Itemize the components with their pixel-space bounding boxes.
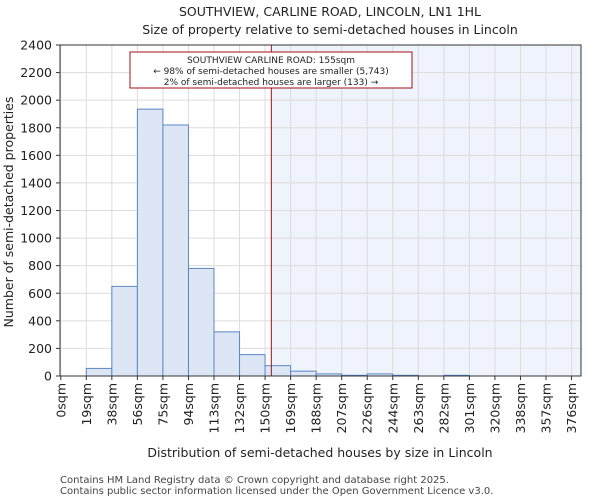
y-tick-label: 1000 — [20, 231, 52, 246]
bar-56sqm — [136, 108, 164, 377]
bar-113sqm — [213, 331, 241, 377]
y-tick-label: 2200 — [20, 65, 52, 80]
x-tick-label: 301sqm — [462, 383, 477, 433]
x-tick-label: 244sqm — [385, 383, 400, 433]
x-tick-label: 207sqm — [334, 383, 349, 433]
x-axis-label: Distribution of semi-detached houses by … — [147, 445, 492, 460]
y-tick-label: 1400 — [20, 175, 52, 190]
bar-38sqm — [111, 285, 138, 377]
x-tick-label: 169sqm — [283, 383, 298, 433]
x-tick-label: 56sqm — [130, 383, 145, 426]
x-tick-label: 357sqm — [539, 383, 554, 433]
y-tick-label: 1200 — [20, 203, 52, 218]
y-tick-label: 2000 — [20, 93, 52, 108]
y-tick-label: 400 — [28, 313, 52, 328]
bar-132sqm — [239, 354, 266, 377]
y-tick-label: 1600 — [20, 148, 52, 163]
footer-line-2: Contains public sector information licen… — [60, 486, 493, 497]
y-tick-label: 2400 — [20, 38, 52, 53]
x-tick-label: 282sqm — [436, 383, 451, 433]
x-tick-label: 376sqm — [564, 383, 579, 433]
y-axis-label: Number of semi-detached properties — [1, 97, 16, 328]
chart-subtitle: Size of property relative to semi-detach… — [142, 22, 518, 37]
y-tick-label: 800 — [28, 258, 52, 273]
x-tick-label: 38sqm — [104, 383, 119, 426]
annotation-line-2: ← 98% of semi-detached houses are smalle… — [153, 67, 389, 77]
footer-line-1: Contains HM Land Registry data © Crown c… — [60, 475, 449, 486]
x-tick-label: 320sqm — [487, 383, 502, 433]
x-tick-label: 150sqm — [258, 383, 273, 433]
bar-150sqm — [264, 365, 292, 377]
x-tick-label: 132sqm — [232, 383, 247, 433]
x-tick-label: 113sqm — [207, 383, 222, 433]
bar-94sqm — [187, 267, 215, 377]
bar-19sqm — [85, 367, 113, 377]
bar-75sqm — [162, 124, 189, 377]
y-tick-label: 200 — [28, 341, 52, 356]
x-tick-label: 338sqm — [513, 383, 528, 433]
x-tick-label: 94sqm — [181, 383, 196, 426]
annotation-box: SOUTHVIEW CARLINE ROAD: 155sqm ← 98% of … — [129, 51, 413, 89]
x-tick-label: 226sqm — [360, 383, 375, 433]
annotation-frame — [129, 51, 413, 89]
y-tick-label: 600 — [28, 286, 52, 301]
chart-title: SOUTHVIEW, CARLINE ROAD, LINCOLN, LN1 1H… — [179, 4, 481, 19]
x-tick-label: 0sqm — [53, 383, 68, 418]
y-tick-label: 1800 — [20, 120, 52, 135]
bar-169sqm — [290, 370, 317, 377]
x-tick-label: 19sqm — [79, 383, 94, 426]
x-tick-label: 75sqm — [155, 383, 170, 426]
annotation-line-3: 2% of semi-detached houses are larger (1… — [164, 78, 379, 88]
x-tick-label: 188sqm — [309, 383, 324, 433]
annotation-line-1: SOUTHVIEW CARLINE ROAD: 155sqm — [187, 56, 355, 66]
y-tick-label: 0 — [44, 369, 52, 384]
x-tick-label: 263sqm — [411, 383, 426, 433]
